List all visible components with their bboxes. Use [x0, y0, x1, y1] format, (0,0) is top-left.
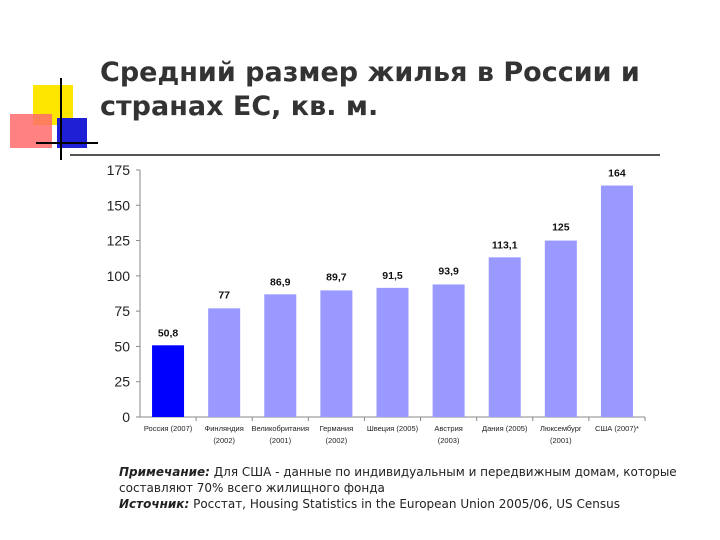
x-tick-label: Финляндия: [205, 424, 244, 433]
x-tick-label: Люксембург: [540, 424, 582, 433]
x-tick-label: Великобритания: [251, 424, 309, 433]
decor-horizontal-line: [36, 142, 98, 144]
x-tick-label: Австрия: [434, 424, 463, 433]
y-tick-label: 25: [114, 374, 130, 390]
bar: [432, 284, 465, 417]
y-tick-label: 50: [114, 338, 130, 354]
y-tick-label: 125: [107, 233, 131, 249]
source-label: Источник:: [119, 497, 190, 511]
slide-title: Средний размер жилья в России и странах …: [100, 56, 700, 124]
bar: [488, 257, 521, 417]
bar: [376, 287, 409, 417]
y-tick-label: 150: [107, 197, 131, 213]
value-label: 91,5: [382, 270, 403, 282]
x-tick-label: США (2007)*: [595, 424, 639, 433]
note-line: Примечание: Для США - данные по индивиду…: [119, 464, 709, 496]
note-label: Примечание:: [119, 465, 210, 479]
bar: [544, 240, 577, 417]
value-label: 77: [218, 289, 230, 301]
value-label: 164: [608, 168, 626, 180]
x-tick-label: Дания (2005): [482, 424, 528, 433]
decor-title-underline: [70, 154, 660, 156]
bar: [600, 185, 633, 417]
value-label: 125: [552, 222, 570, 234]
x-tick-label: Германия: [320, 424, 354, 433]
bar-chart: 0 25 50 75 100 125 150 175 50,8 77 86,9 89,7 91,5 93…: [107, 162, 646, 445]
y-tick-label: 75: [114, 303, 130, 319]
bar: [208, 308, 241, 417]
x-tick-label: Россия (2007): [144, 424, 193, 433]
bar: [152, 345, 185, 417]
x-tick-label: (2002): [326, 436, 348, 445]
value-label: 86,9: [270, 276, 291, 288]
x-tick-label: (2001): [550, 436, 572, 445]
footnote: Примечание: Для США - данные по индивиду…: [119, 464, 709, 512]
slide-title-line-2: странах ЕС, кв. м.: [100, 91, 379, 122]
value-label: 113,1: [492, 239, 518, 251]
x-tick-label: (2003): [438, 436, 460, 445]
y-tick-labels: 0 25 50 75 100 125 150 175: [107, 162, 131, 425]
y-tick-label: 175: [107, 162, 131, 178]
x-tick-label: (2001): [269, 436, 291, 445]
y-tick-label: 100: [107, 268, 131, 284]
x-tick-label: (2002): [213, 436, 235, 445]
source-line: Источник: Росстат, Housing Statistics in…: [119, 496, 709, 512]
note-text: Для США - данные по индивидуальным и пер…: [119, 465, 677, 495]
y-tick-label: 0: [122, 409, 130, 425]
value-labels: 50,8 77 86,9 89,7 91,5 93,9 113,1 125 164: [158, 168, 626, 340]
slide-title-line-1: Средний размер жилья в России и: [100, 57, 640, 88]
bar: [264, 294, 297, 417]
value-label: 89,7: [326, 271, 347, 283]
source-text: Росстат, Housing Statistics in the Europ…: [193, 497, 620, 511]
decor-vertical-line: [60, 78, 62, 160]
chart-bars: [152, 185, 633, 417]
value-label: 93,9: [438, 265, 459, 277]
bar: [320, 290, 353, 417]
x-tick-label: Швеция (2005): [367, 424, 419, 433]
x-tick-labels: Россия (2007) Финляндия (2002) Великобритан…: [144, 424, 639, 445]
value-label: 50,8: [158, 327, 179, 339]
